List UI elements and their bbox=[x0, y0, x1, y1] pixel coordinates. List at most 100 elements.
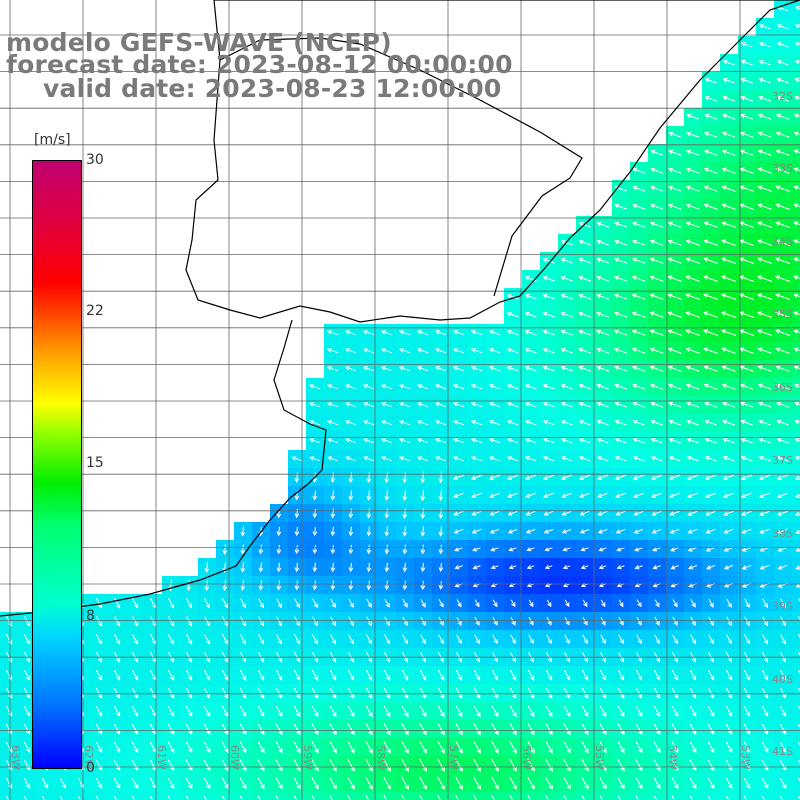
wind-arrow bbox=[726, 598, 732, 608]
wind-arrow bbox=[650, 474, 663, 480]
wind-arrow bbox=[581, 723, 589, 736]
wind-arrow bbox=[309, 438, 321, 444]
wind-arrow bbox=[309, 420, 321, 426]
wind-arrow bbox=[795, 583, 800, 588]
wind-arrow bbox=[631, 329, 646, 336]
wind-arrow bbox=[23, 796, 28, 800]
wind-arrow bbox=[651, 492, 663, 498]
wind-arrow bbox=[686, 401, 700, 408]
wind-arrow bbox=[739, 365, 754, 372]
wind-arrow bbox=[348, 526, 354, 537]
wind-arrow bbox=[758, 474, 771, 480]
wind-arrow bbox=[293, 669, 301, 681]
wind-arrow bbox=[779, 741, 787, 753]
wind-arrow bbox=[5, 706, 13, 717]
wind-arrow bbox=[401, 687, 409, 699]
wind-arrow bbox=[329, 669, 337, 681]
wind-arrow bbox=[563, 670, 571, 681]
wind-arrow bbox=[452, 366, 465, 372]
wind-arrow bbox=[667, 257, 682, 264]
wind-cell bbox=[720, 792, 738, 800]
wind-arrow bbox=[740, 113, 754, 120]
wind-arrow bbox=[489, 492, 501, 498]
wind-arrow bbox=[416, 420, 429, 426]
wind-arrow bbox=[725, 705, 733, 717]
wind-arrow bbox=[722, 419, 735, 426]
wind-arrow bbox=[452, 348, 465, 354]
wind-arrow bbox=[5, 724, 13, 735]
wind-arrow bbox=[311, 723, 319, 736]
wind-arrow bbox=[635, 687, 643, 699]
wind-arrow bbox=[775, 167, 790, 174]
wind-arrow bbox=[488, 384, 501, 390]
wind-arrow bbox=[708, 598, 714, 608]
wind-arrow bbox=[420, 598, 426, 608]
wind-cell bbox=[144, 792, 162, 800]
wind-arrow bbox=[793, 239, 800, 244]
wind-cell bbox=[792, 792, 800, 800]
wind-arrow bbox=[5, 688, 13, 699]
wind-cell bbox=[792, 108, 800, 126]
wind-arrow bbox=[434, 366, 447, 372]
wind-arrow bbox=[545, 776, 553, 790]
wind-arrow bbox=[689, 723, 697, 735]
wind-arrow bbox=[383, 795, 388, 800]
wind-arrow bbox=[542, 347, 555, 354]
wind-arrow bbox=[490, 564, 499, 570]
wind-arrow bbox=[703, 149, 718, 156]
wind-arrow bbox=[686, 474, 699, 480]
wind-arrow bbox=[419, 705, 427, 718]
wind-cell bbox=[342, 792, 360, 800]
wind-arrow bbox=[95, 723, 103, 735]
wind-arrow bbox=[721, 347, 736, 354]
wind-arrow bbox=[668, 474, 681, 480]
wind-arrow bbox=[740, 492, 753, 498]
wind-cell bbox=[792, 360, 800, 378]
wind-arrow bbox=[365, 705, 373, 718]
wind-arrow bbox=[345, 456, 357, 462]
wind-arrow bbox=[506, 438, 519, 444]
wind-arrow bbox=[743, 741, 751, 753]
wind-arrow bbox=[311, 705, 319, 717]
wind-arrow bbox=[5, 796, 10, 800]
wind-cell bbox=[792, 72, 800, 90]
wind-arrow bbox=[185, 616, 193, 627]
wind-arrow bbox=[775, 311, 791, 318]
wind-arrow bbox=[653, 705, 661, 717]
wind-arrow bbox=[652, 564, 661, 570]
wind-arrow bbox=[687, 492, 699, 498]
wind-arrow bbox=[438, 544, 444, 555]
wind-cell bbox=[792, 630, 800, 648]
wind-arrow bbox=[381, 402, 393, 408]
wind-arrow bbox=[185, 741, 193, 753]
wind-arrow bbox=[776, 59, 789, 66]
wind-arrow bbox=[793, 275, 800, 280]
wind-arrow bbox=[761, 777, 769, 789]
wind-arrow bbox=[473, 758, 481, 773]
wind-arrow bbox=[721, 149, 736, 156]
wind-arrow bbox=[470, 330, 483, 336]
wind-arrow bbox=[506, 384, 519, 390]
wind-cell bbox=[378, 792, 396, 800]
wind-arrow bbox=[472, 547, 482, 552]
wind-arrow bbox=[453, 528, 464, 534]
wind-arrow bbox=[311, 741, 319, 754]
wind-arrow bbox=[185, 777, 193, 790]
colorbar-tick-15: 15 bbox=[86, 455, 104, 471]
wind-arrow bbox=[779, 777, 787, 789]
wind-arrow bbox=[185, 723, 193, 735]
wind-arrow bbox=[757, 149, 772, 156]
wind-arrow bbox=[689, 741, 697, 754]
wind-arrow bbox=[544, 547, 553, 552]
wind-arrow bbox=[581, 741, 589, 754]
wind-arrow bbox=[437, 740, 445, 754]
wind-arrow bbox=[704, 131, 718, 138]
wind-arrow bbox=[380, 384, 393, 390]
wind-arrow bbox=[706, 564, 716, 570]
wind-arrow bbox=[776, 401, 790, 408]
wind-arrow bbox=[239, 687, 247, 699]
wind-arrow bbox=[632, 203, 646, 210]
wind-arrow bbox=[23, 741, 31, 753]
wind-arrow bbox=[744, 616, 750, 627]
wind-arrow bbox=[546, 617, 552, 626]
